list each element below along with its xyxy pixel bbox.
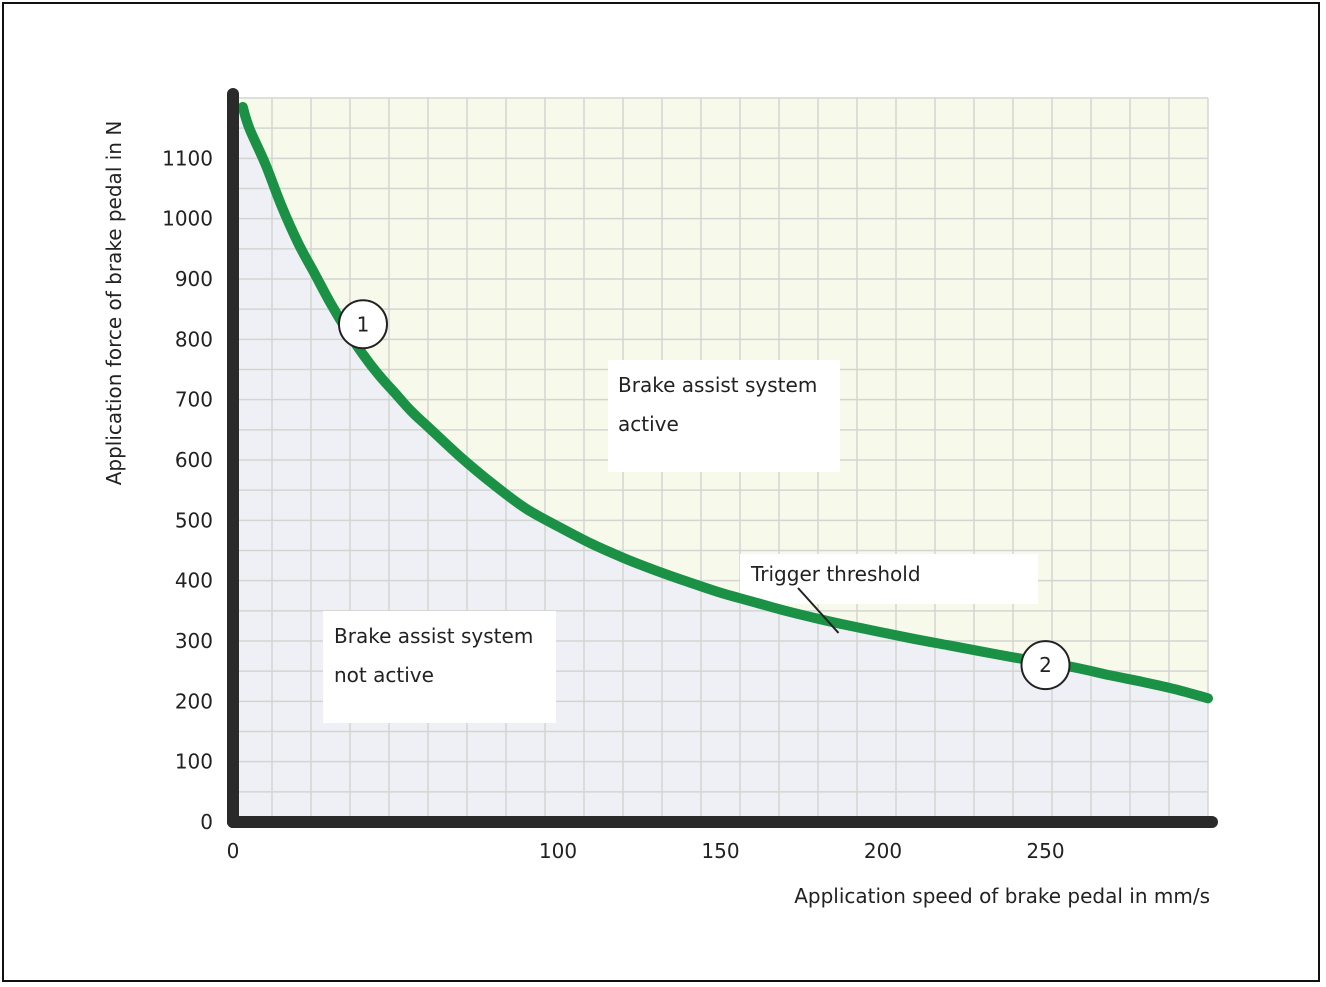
x-tick-label: 250 — [1026, 839, 1064, 863]
marker-1-label: 1 — [357, 312, 370, 336]
y-tick-label: 100 — [175, 750, 213, 774]
marker-1-circle — [338, 299, 388, 350]
y-axis-title: Application force of brake pedal in N — [102, 121, 126, 486]
y-tick-label: 900 — [175, 267, 213, 291]
active-label-line-2: active — [618, 412, 679, 436]
not-active-label-line-1: Brake assist system — [334, 624, 533, 648]
threshold-label-box — [740, 554, 1038, 604]
threshold-label: Trigger threshold — [750, 562, 921, 586]
x-tick-label: 100 — [539, 839, 577, 863]
marker-2-circle — [1020, 640, 1071, 691]
y-tick-label: 400 — [175, 569, 213, 593]
x-tick-label: 150 — [701, 839, 739, 863]
y-tick-label: 700 — [175, 388, 213, 412]
axes — [227, 88, 1218, 828]
y-tick-label: 800 — [175, 327, 213, 351]
markers: 12 — [338, 299, 1071, 691]
y-tick-label: 200 — [175, 689, 213, 713]
y-tick-label: 500 — [175, 508, 213, 532]
y-tick-label: 0 — [200, 810, 213, 834]
active-label-line-1: Brake assist system — [618, 373, 817, 397]
series-layer — [237, 102, 1213, 704]
y-tick-label: 300 — [175, 629, 213, 653]
threshold-leader-line — [797, 587, 840, 634]
not-active-label-box — [323, 611, 556, 723]
trigger-threshold-line — [237, 102, 1213, 704]
x-axis-title: Application speed of brake pedal in mm/s — [794, 884, 1210, 908]
not-active-label-line-2: not active — [334, 663, 434, 687]
marker-2-label: 2 — [1039, 653, 1052, 677]
x-tick-label: 0 — [227, 839, 240, 863]
y-tick-label: 600 — [175, 448, 213, 472]
active-label-box — [608, 360, 840, 472]
y-tick-label: 1000 — [162, 207, 213, 231]
ticks: 0 100 150 200 250 0 100 200 300 400 500 600 700 800 90… — [162, 146, 1065, 863]
x-tick-label: 200 — [864, 839, 902, 863]
y-tick-label: 1100 — [162, 146, 213, 170]
region-labels: Brake assist system active Brake assist … — [323, 360, 1038, 723]
